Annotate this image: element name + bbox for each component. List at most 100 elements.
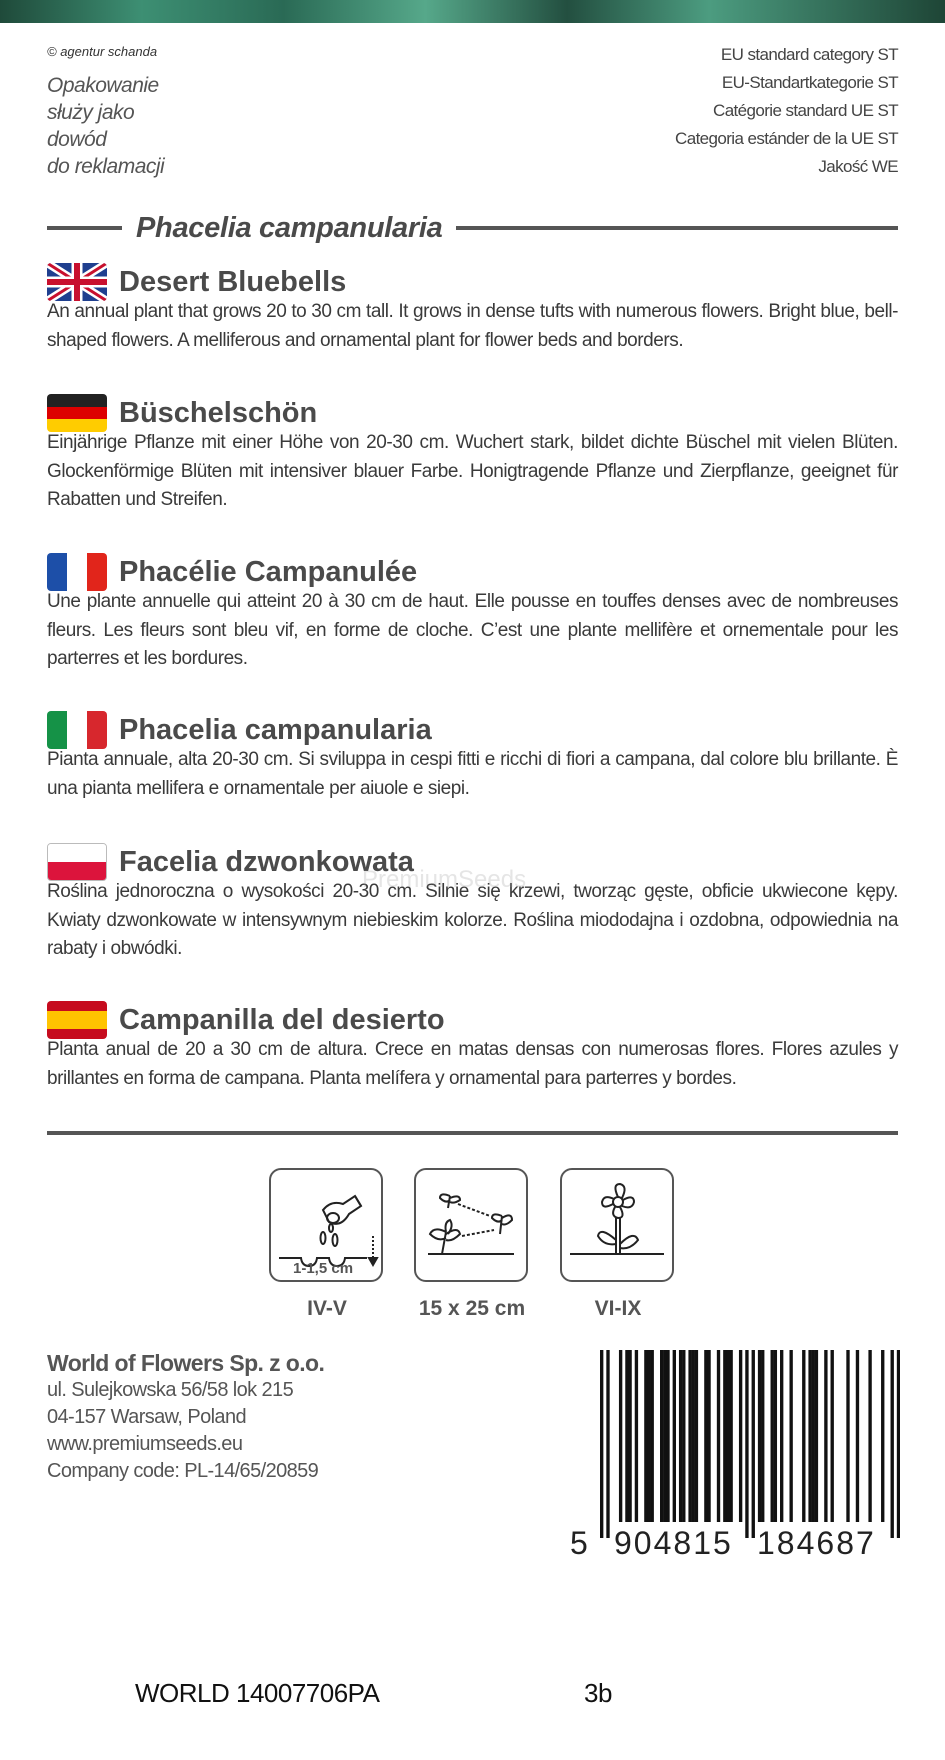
barcode-left-digits: 904815	[614, 1525, 733, 1562]
barcode-bar	[896, 1350, 900, 1538]
barcode-bar	[647, 1350, 651, 1522]
barcode-bar	[678, 1350, 683, 1522]
barcode-bar	[634, 1350, 639, 1522]
header-photo-strip	[0, 0, 945, 23]
barcode-bar	[745, 1350, 749, 1538]
barcode-bar	[682, 1350, 686, 1522]
barcode-bar	[606, 1350, 610, 1538]
section-title: Büschelschön	[119, 396, 318, 429]
barcode-bar	[716, 1350, 721, 1522]
section-body: Einjährige Pflanze mit einer Höhe von 20…	[47, 432, 898, 511]
latin-title-row: Phacelia campanularia	[47, 208, 898, 248]
germany-flag-icon	[47, 394, 107, 432]
barcode-bar	[846, 1350, 850, 1522]
sowing-period-label: IV-V	[307, 1297, 347, 1320]
barcode-bar	[663, 1350, 667, 1522]
barcode-bar	[855, 1350, 860, 1522]
section-de: Büschelschön Einjährige Pflanze mit eine…	[47, 393, 898, 515]
barcode-bar	[808, 1350, 812, 1522]
barcode-bar	[757, 1350, 762, 1522]
footer-code: WORLD 14007706PA	[135, 1678, 380, 1708]
barcode-bar	[881, 1350, 885, 1522]
section-body: An annual plant that grows 20 to 30 cm t…	[47, 301, 898, 351]
barcode-bar	[694, 1350, 699, 1522]
section-title: Phacelia campanularia	[119, 713, 432, 746]
barcode-bar	[644, 1350, 648, 1522]
section-it: Phacelia campanularia Pianta annuale, al…	[47, 710, 898, 803]
barcode-bar	[789, 1350, 793, 1522]
barcode-bar	[660, 1350, 664, 1522]
divider	[47, 1131, 898, 1135]
section-en: Desert Bluebells An annual plant that gr…	[47, 262, 898, 355]
company-address-1: ul. Sulejkowska 56/58 lok 215	[47, 1379, 294, 1401]
spain-flag-icon	[47, 1001, 107, 1039]
title-rule-right	[456, 226, 898, 230]
barcode-bar	[824, 1350, 828, 1522]
france-flag-icon	[47, 553, 107, 591]
flowering-icon	[560, 1168, 674, 1282]
section-body: Une plante annuelle qui atteint 20 à 30 …	[47, 591, 898, 670]
company-code: Company code: PL-14/65/20859	[47, 1460, 319, 1482]
quality-line: Categoria estánder de la UE ST	[675, 129, 899, 148]
section-body: Roślina jednoroczna o wysokości 20-30 cm…	[47, 881, 898, 960]
barcode-bar	[761, 1350, 765, 1522]
quality-line: Catégorie standard UE ST	[713, 101, 899, 120]
company-name: World of Flowers Sp. z o.o.	[47, 1350, 325, 1376]
barcode-bar	[618, 1350, 623, 1522]
barcode-bar	[890, 1350, 894, 1538]
barcode-bar	[830, 1350, 834, 1522]
sowing-icon: 1-1,5 cm	[269, 1168, 383, 1282]
barcode-bar	[600, 1350, 604, 1538]
section-pl: Facelia dzwonkowata Roślina jednoroczna …	[47, 842, 898, 964]
spacing-icon	[414, 1168, 528, 1282]
sowing-depth-label: 1-1,5 cm	[293, 1260, 354, 1277]
barcode-bar	[751, 1350, 755, 1538]
quality-line: EU standard category ST	[720, 45, 899, 64]
copyright-text: © agentur schanda	[47, 44, 158, 59]
barcode-bar	[628, 1350, 632, 1522]
company-address-2: 04-157 Warsaw, Poland	[47, 1406, 247, 1428]
section-body: Planta anual de 20 a 30 cm de altura. Cr…	[47, 1039, 898, 1089]
barcode-bar	[770, 1350, 774, 1522]
watermark: PremiumSeeds	[362, 866, 527, 893]
barcode-bar	[650, 1350, 654, 1522]
barcode-bar	[691, 1350, 695, 1522]
barcode-bar	[729, 1350, 733, 1522]
note-line: służy jako	[47, 101, 135, 124]
barcode-bar	[707, 1350, 711, 1522]
poland-flag-icon	[47, 843, 107, 881]
barcode-right-digits: 184687	[757, 1525, 876, 1562]
barcode-bar	[780, 1350, 784, 1522]
barcode-bar	[672, 1350, 676, 1522]
barcode-bar	[726, 1350, 730, 1522]
section-title: Facelia dzwonkowata	[119, 845, 414, 878]
barcode-bar	[723, 1350, 727, 1522]
note-line: dowód	[47, 128, 107, 151]
section-title: Phacélie Campanulée	[119, 555, 418, 588]
section-title: Campanilla del desierto	[119, 1003, 445, 1036]
spacing-label: 15 x 25 cm	[418, 1297, 526, 1320]
title-rule-left	[47, 226, 122, 230]
barcode-bar	[811, 1350, 815, 1522]
barcode-bar	[802, 1350, 806, 1522]
uk-flag-icon	[47, 263, 107, 301]
barcode-bar	[814, 1350, 819, 1522]
section-title: Desert Bluebells	[119, 265, 347, 298]
barcode	[600, 1350, 900, 1538]
section-fr: Phacélie Campanulée Une plante annuelle …	[47, 552, 898, 674]
barcode-bar	[704, 1350, 708, 1522]
flowering-period-label: VI-IX	[594, 1297, 642, 1320]
section-es: Campanilla del desierto Planta anual de …	[47, 1000, 898, 1093]
barcode-bar	[666, 1350, 670, 1522]
latin-name: Phacelia campanularia	[136, 211, 443, 244]
barcode-bar	[868, 1350, 872, 1522]
barcode-bar	[773, 1350, 778, 1522]
company-website[interactable]: www.premiumseeds.eu	[47, 1433, 243, 1455]
barcode-first-digit: 5	[570, 1525, 590, 1562]
note-line: do reklamacji	[47, 155, 165, 178]
quality-line: EU-Standartkategorie ST	[721, 73, 899, 92]
quality-line: Jakość WE	[818, 157, 898, 176]
note-line: Opakowanie	[47, 74, 159, 97]
italy-flag-icon	[47, 711, 107, 749]
section-body: Pianta annuale, alta 20-30 cm. Si svilup…	[47, 749, 898, 799]
